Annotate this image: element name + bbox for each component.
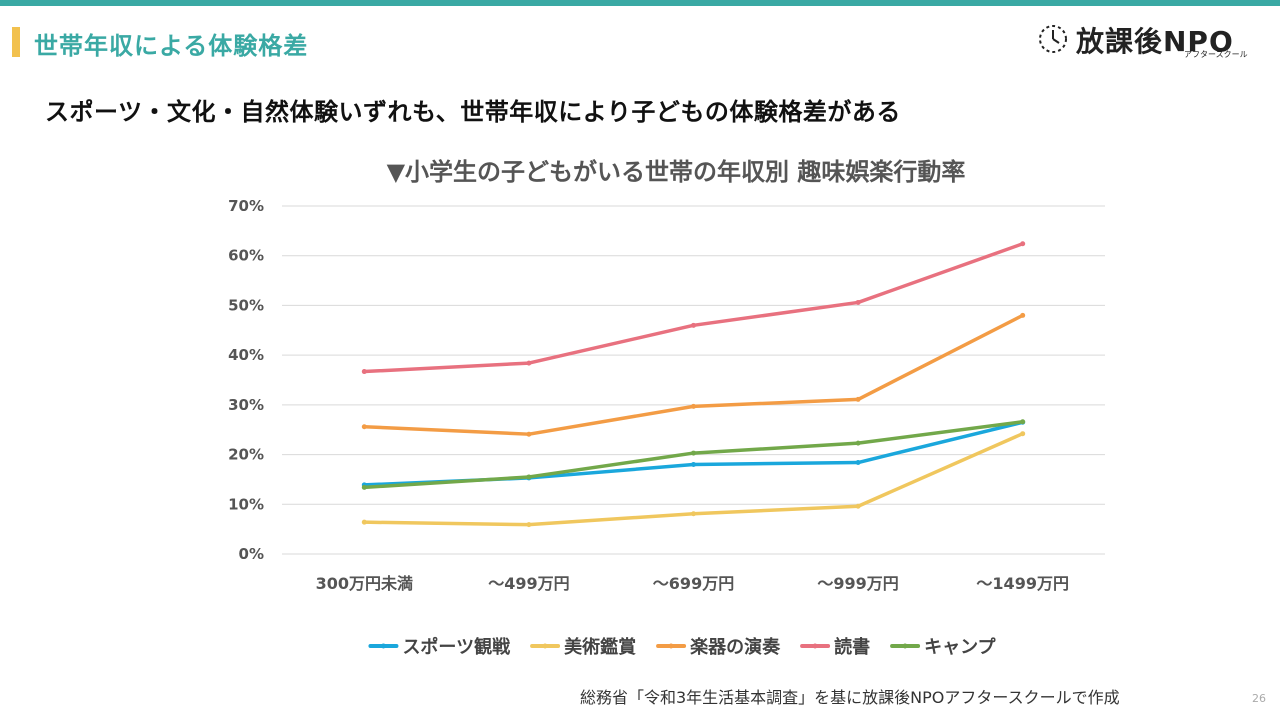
header-accent-bar [12, 27, 20, 57]
y-tick-label: 60% [228, 247, 264, 265]
brand-logo: 放課後NPO アフタースクール [1036, 18, 1256, 59]
series-美術鑑賞 [361, 431, 1026, 528]
legend-item: 読書 [800, 636, 870, 658]
data-point [855, 396, 861, 402]
x-tick-label: ～1499万円 [976, 574, 1069, 593]
y-tick-label: 40% [228, 346, 264, 364]
legend-label: 美術鑑賞 [564, 636, 636, 658]
source-note: 総務省「令和3年生活基本調査」を基に放課後NPOアフタースクールで作成 [580, 688, 1120, 707]
y-tick-label: 50% [228, 296, 264, 314]
series-読書 [361, 241, 1026, 375]
data-point [1020, 241, 1026, 247]
legend-item: 楽器の演奏 [656, 636, 781, 658]
data-point [526, 474, 532, 480]
data-point [691, 450, 696, 456]
y-tick-label: 30% [228, 396, 264, 414]
legend-label: キャンプ [924, 636, 996, 658]
x-tick-label: ～499万円 [488, 574, 569, 593]
top-stripe [0, 0, 1280, 6]
series-楽器の演奏 [361, 312, 1026, 437]
chart-title: ▼小学生の子どもがいる世帯の年収別 趣味娯楽行動率 [387, 158, 966, 186]
data-point [691, 511, 696, 517]
data-point [691, 462, 696, 468]
legend: スポーツ観戦 美術鑑賞 楽器の演奏 読書 キャンプ [368, 636, 997, 658]
y-tick-label: 10% [228, 495, 264, 513]
data-point [855, 440, 861, 446]
y-tick-label: 0% [239, 545, 264, 563]
page-number: 26 [1252, 692, 1266, 705]
series-lines [361, 241, 1026, 528]
data-point [526, 431, 532, 437]
legend-marker [902, 643, 908, 649]
x-tick-label: ～699万円 [653, 574, 734, 593]
y-tick-label: 20% [228, 446, 264, 464]
data-point [1020, 419, 1026, 425]
logo-subtitle: アフタースクール [1184, 50, 1248, 59]
data-point [855, 503, 861, 509]
data-point [1020, 312, 1026, 318]
legend-item: スポーツ観戦 [368, 636, 511, 658]
x-tick-label: 300万円未満 [316, 574, 413, 593]
x-axis-ticks: 300万円未満 ～499万円 ～699万円 ～999万円 ～1499万円 [316, 574, 1069, 593]
legend-marker [542, 643, 548, 649]
legend-marker [668, 643, 674, 649]
data-point [361, 519, 367, 525]
data-point [691, 403, 696, 409]
y-axis-ticks: 0% 10% 20% 30% 40% 50% 60% 70% [228, 197, 264, 563]
data-point [361, 484, 367, 490]
data-point [855, 299, 861, 305]
data-point [855, 460, 861, 466]
series-line [362, 242, 1025, 374]
data-point [691, 322, 696, 328]
series-line [362, 313, 1025, 436]
x-tick-label: ～999万円 [817, 574, 898, 593]
logo-wordmark: 放課後NPO [1076, 25, 1234, 58]
data-point [526, 360, 532, 366]
page-title: 世帯年収による体験格差 [34, 32, 309, 60]
clock-icon [1039, 25, 1067, 53]
legend-label: 読書 [834, 636, 870, 658]
data-point [1020, 431, 1026, 437]
legend-marker [380, 643, 386, 649]
legend-item: キャンプ [890, 636, 997, 658]
legend-label: スポーツ観戦 [402, 636, 511, 658]
series-キャンプ [361, 419, 1026, 490]
data-point [361, 424, 367, 430]
legend-marker [812, 643, 818, 649]
data-point [361, 369, 367, 375]
legend-label: 楽器の演奏 [690, 636, 781, 658]
y-tick-label: 70% [228, 197, 264, 215]
data-point [526, 522, 532, 528]
legend-item: 美術鑑賞 [530, 636, 636, 658]
headline: スポーツ・文化・自然体験いずれも、世帯年収により子どもの体験格差がある [45, 98, 901, 126]
